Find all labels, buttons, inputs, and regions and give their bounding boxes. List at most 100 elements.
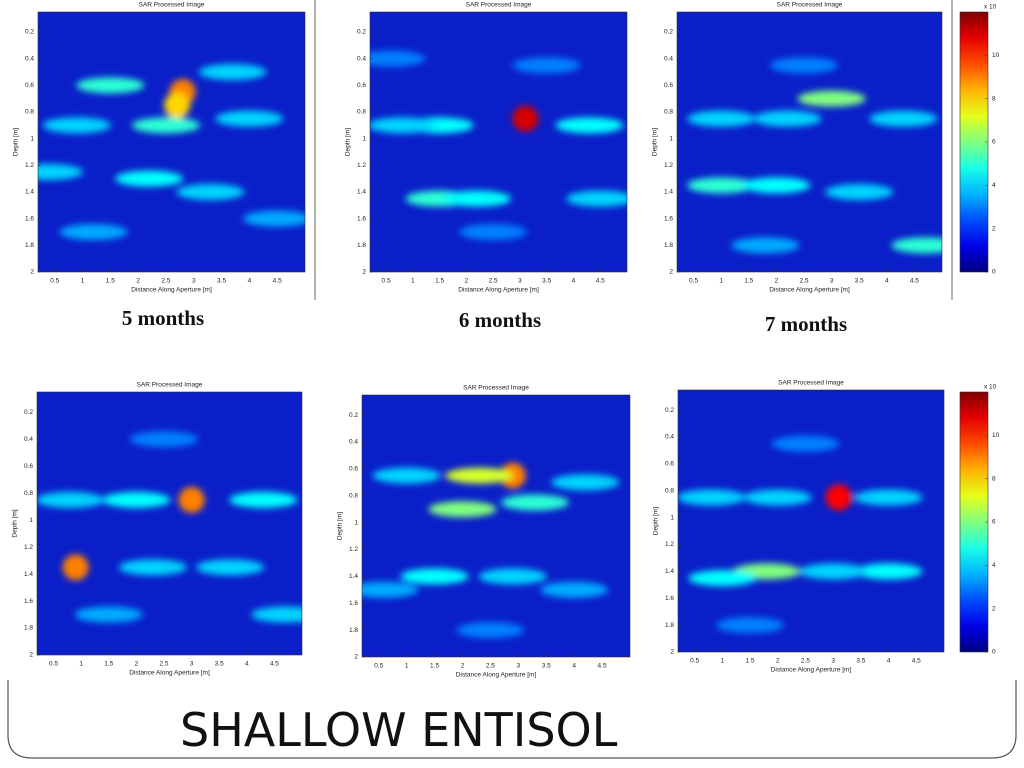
heatmap-panel: 0.5 1 1.5 2 2.5 3 3.5 4 4.5 0.2 0.4 0.6 0.8 1 1.2 1.4 1.…: [653, 380, 1000, 674]
y-tick-label: 1.4: [349, 573, 358, 580]
colorbar-tick-label: 4: [992, 182, 996, 189]
y-tick-label: 0.8: [349, 492, 358, 499]
y-axis-label: Depth [m]: [652, 128, 659, 156]
x-tick-label: 0.5: [689, 278, 698, 285]
x-tick-label: 0.5: [50, 278, 59, 285]
y-tick-label: 0.6: [357, 82, 366, 89]
heatmap-panel: 0.5 1 1.5 2 2.5 3 3.5 4 4.5 0.2 0.4 0.6 0.8 1 1.2 1.4 1.…: [12, 382, 303, 677]
plot-frame: [37, 11, 306, 273]
heatmap-cells: [678, 435, 923, 634]
colorbar-tick-label: 8: [992, 95, 996, 102]
x-tick-label: 2.5: [489, 278, 498, 285]
colorbar-tick-label: 8: [992, 475, 996, 482]
heat-spot: [742, 177, 811, 194]
plot-background: [677, 12, 942, 272]
heat-spot: [771, 435, 840, 452]
x-tick-label: 1.5: [430, 663, 439, 670]
y-tick-label: 2: [354, 654, 358, 661]
plot-frame: [36, 391, 303, 656]
x-tick-label: 1.5: [746, 658, 755, 665]
colorbar-tick-label: 2: [992, 605, 996, 612]
y-tick-label: 1: [362, 135, 366, 142]
y-tick-label: 1.8: [25, 242, 34, 249]
x-tick-label: 4.5: [598, 663, 607, 670]
y-tick-label: 0.6: [349, 466, 358, 473]
x-tick-label: 1: [405, 663, 409, 670]
chart-title: SAR Processed Image: [778, 380, 844, 387]
heat-spot: [799, 563, 868, 580]
heat-spot: [37, 491, 105, 508]
x-tick-label: 2.5: [161, 278, 170, 285]
x-tick-label: 3.5: [217, 278, 226, 285]
x-tick-label: 3.5: [855, 278, 864, 285]
heat-spot: [797, 90, 866, 107]
x-tick-label: 1.5: [435, 278, 444, 285]
heat-spot: [370, 117, 437, 134]
colorbar-tick-label: 10: [992, 52, 1000, 59]
heat-spot: [501, 494, 570, 511]
y-tick-label: 1.2: [349, 546, 358, 553]
y-tick-label: 1.6: [664, 215, 673, 222]
x-tick-label: 1.5: [106, 278, 115, 285]
y-axis-label: Depth [m]: [653, 507, 660, 535]
y-tick-label: 0.4: [349, 439, 358, 446]
x-tick-label: 3.5: [542, 278, 551, 285]
heat-spot: [445, 467, 514, 484]
x-tick-label: 1: [719, 278, 723, 285]
heat-spot: [74, 606, 143, 623]
chart-title: SAR Processed Image: [137, 382, 203, 389]
x-tick-label: 3.5: [856, 658, 865, 665]
x-tick-label: 2.5: [486, 663, 495, 670]
chart-title: SAR Processed Image: [463, 385, 529, 392]
heat-spot: [854, 489, 923, 506]
x-tick-label: 1.5: [104, 661, 113, 668]
heatmap-cells: [37, 431, 302, 623]
chart-title: SAR Processed Image: [466, 2, 532, 9]
y-tick-label: 0.4: [25, 55, 34, 62]
heat-spot: [551, 474, 620, 491]
x-tick-label: 0.5: [690, 658, 699, 665]
heat-spot: [540, 581, 609, 598]
colorbar-tick-label: 10: [992, 432, 1000, 439]
heatmap-cells: [687, 57, 942, 254]
y-tick-label: 0.2: [357, 29, 366, 36]
x-tick-label: 2: [465, 278, 469, 285]
y-tick-label: 1.8: [357, 242, 366, 249]
x-tick-label: 2.5: [159, 661, 168, 668]
y-tick-label: 0.8: [25, 109, 34, 116]
y-tick-label: 1: [29, 517, 33, 524]
heat-spot: [76, 77, 145, 94]
x-tick-label: 2.5: [801, 658, 810, 665]
heat-spot: [825, 484, 852, 511]
x-tick-label: 2: [135, 661, 139, 668]
x-axis-label: Distance Along Aperture [m]: [458, 287, 539, 294]
heat-spot: [825, 184, 894, 200]
heatmap-panel: 0.5 1 1.5 2 2.5 3 3.5 4 4.5 0.2 0.4 0.6 0.8 1 1.2 1.4 1.…: [13, 2, 306, 330]
y-tick-label: 1.4: [25, 189, 34, 196]
y-tick-label: 0.2: [25, 29, 34, 36]
y-tick-label: 1: [670, 514, 674, 521]
y-axis-label: Depth [m]: [13, 128, 20, 156]
slide-frame: [7, 680, 1017, 759]
y-axis-label: Depth [m]: [337, 512, 344, 540]
heat-spot: [731, 237, 800, 254]
heat-spot: [129, 431, 198, 448]
y-tick-label: 0.4: [664, 55, 673, 62]
heat-spot: [716, 617, 785, 634]
x-tick-label: 4.5: [910, 278, 919, 285]
heat-spot: [370, 50, 426, 67]
x-tick-label: 3.5: [542, 663, 551, 670]
y-tick-label: 2: [669, 269, 673, 276]
y-tick-label: 0.6: [25, 82, 34, 89]
y-tick-label: 1.2: [664, 162, 673, 169]
y-tick-label: 1: [354, 519, 358, 526]
y-axis-label: Depth [m]: [345, 128, 352, 156]
y-tick-label: 1.6: [25, 215, 34, 222]
heat-spot: [687, 177, 756, 194]
heat-spot: [678, 489, 746, 506]
y-tick-label: 1.2: [24, 544, 33, 551]
heat-spot: [743, 489, 812, 506]
x-tick-label: 1: [81, 278, 85, 285]
x-tick-label: 4.5: [912, 658, 921, 665]
